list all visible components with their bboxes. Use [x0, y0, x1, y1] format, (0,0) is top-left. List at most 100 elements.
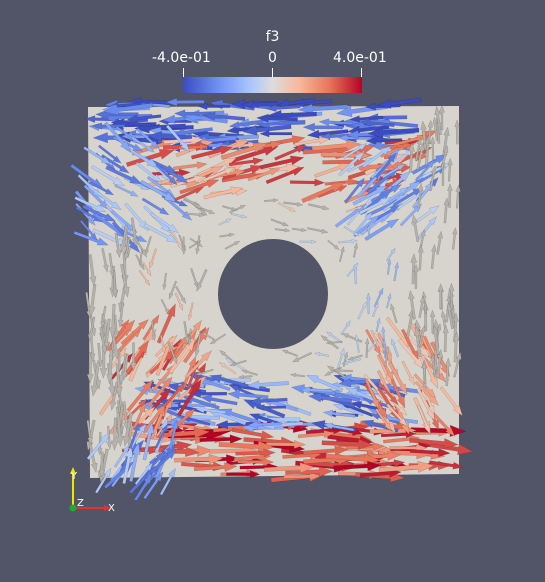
vector-glyph: [113, 314, 120, 339]
colorbar-tick-max: [361, 68, 362, 77]
vector-glyph: [101, 248, 109, 273]
vector-glyph: [170, 175, 206, 188]
vector-glyph: [340, 320, 351, 336]
vector-glyph: [434, 105, 442, 136]
vector-glyph: [454, 119, 460, 145]
vector-glyph: [135, 254, 145, 271]
vector-glyph: [129, 442, 141, 483]
vector-glyph: [154, 423, 168, 449]
vector-glyph: [120, 263, 130, 298]
vector-glyph: [88, 283, 97, 317]
vector-glyph: [171, 231, 183, 251]
vector-glyph: [124, 145, 160, 168]
vector-glyph: [150, 449, 177, 475]
vector-glyph: [289, 373, 305, 378]
vector-glyph: [83, 184, 110, 211]
vector-glyph: [344, 177, 365, 204]
vector-glyph: [388, 180, 422, 204]
vector-glyph: [242, 124, 292, 136]
vector-glyph: [259, 155, 305, 170]
vector-glyph: [446, 302, 454, 330]
vector-glyph: [165, 382, 207, 394]
vector-glyph: [103, 102, 154, 116]
vector-glyph: [436, 230, 443, 255]
vector-glyph: [429, 165, 437, 191]
vector-glyph: [314, 352, 329, 357]
vector-glyph: [414, 136, 422, 161]
vector-glyph: [390, 303, 398, 324]
vector-glyph: [421, 361, 427, 384]
vector-glyph: [149, 248, 157, 270]
vector-glyph: [89, 336, 96, 362]
vector-glyph: [113, 444, 130, 468]
vector-glyph: [291, 352, 312, 363]
vector-glyph: [88, 181, 115, 196]
vector-glyph: [159, 334, 166, 354]
vector-glyph: [386, 292, 392, 309]
vector-glyph: [428, 460, 464, 470]
vector-glyph: [343, 225, 360, 237]
vector-glyph: [167, 342, 178, 365]
vector-glyph: [134, 462, 154, 486]
vector-glyph: [79, 219, 98, 241]
vector-glyph: [88, 442, 98, 473]
vector-glyph: [338, 245, 345, 263]
vector-glyph: [410, 253, 418, 285]
vector-glyph: [217, 408, 262, 426]
vector-glyph: [332, 404, 364, 417]
vector-glyph: [168, 280, 178, 300]
vector-glyph: [108, 253, 115, 279]
vector-glyph: [122, 353, 129, 381]
vector-glyph: [382, 338, 387, 358]
vector-glyph: [297, 103, 348, 115]
vector-glyph: [107, 347, 127, 372]
vector-glyph: [417, 182, 424, 209]
vector-glyph: [117, 302, 124, 329]
vector-glyph: [411, 214, 420, 243]
vector-glyph: [416, 404, 431, 435]
vector-glyph: [452, 331, 460, 363]
vector-glyph: [265, 104, 301, 112]
vector-glyph: [115, 363, 123, 398]
vector-glyph: [115, 412, 124, 448]
vector-glyph: [130, 423, 146, 449]
vector-glyph: [135, 161, 163, 183]
vector-glyph: [219, 362, 237, 375]
vector-glyph: [283, 472, 322, 481]
vector-glyph: [333, 460, 382, 472]
vector-glyph: [359, 119, 395, 127]
vector-glyph: [114, 184, 139, 197]
vector-glyph: [249, 396, 288, 406]
vector-glyph: [123, 236, 131, 261]
vector-glyph: [99, 327, 108, 355]
vector-glyph: [229, 204, 247, 214]
vector-glyph: [126, 379, 154, 412]
vector-glyph: [388, 362, 408, 396]
vector-glyph: [173, 109, 212, 118]
vector-glyph: [383, 392, 408, 416]
vector-glyph: [194, 406, 227, 414]
vector-glyph: [307, 227, 329, 234]
vector-glyph: [231, 428, 275, 440]
vector-glyph: [453, 351, 462, 378]
vector-glyph: [124, 202, 150, 232]
vector-glyph: [342, 351, 348, 367]
vector-glyph: [413, 326, 422, 358]
vector-glyph: [206, 409, 247, 426]
vector-glyph: [247, 420, 282, 429]
vector-glyph: [168, 419, 179, 450]
vector-glyph: [384, 186, 409, 205]
vector-glyph: [357, 301, 367, 320]
vector-glyph: [123, 340, 149, 378]
vector-glyph: [168, 338, 196, 374]
vector-glyph: [111, 417, 119, 451]
vector-glyph: [220, 142, 269, 160]
vector-glyph: [190, 268, 199, 290]
vector-glyph: [302, 445, 349, 456]
vector-glyph: [411, 205, 440, 226]
vector-glyph: [299, 386, 334, 394]
vector-glyph: [237, 374, 253, 379]
vector-glyph: [105, 165, 143, 185]
vector-glyph: [374, 152, 397, 179]
